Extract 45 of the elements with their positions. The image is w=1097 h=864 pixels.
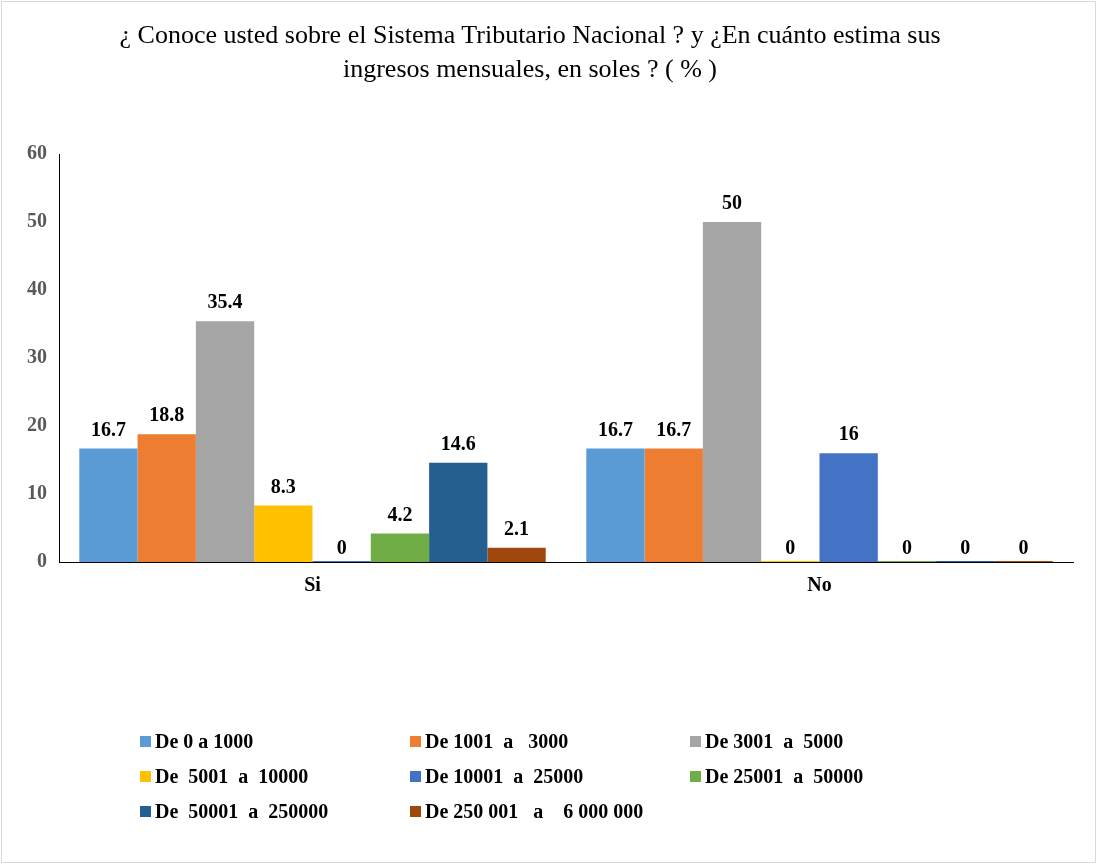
data-label: 8.3 — [270, 474, 296, 497]
bar — [79, 448, 138, 562]
bar — [586, 448, 645, 562]
data-label: 35.4 — [207, 290, 243, 313]
data-label: 2.1 — [504, 516, 530, 539]
data-label: 0 — [960, 536, 971, 559]
y-tick-label: 30 — [27, 345, 47, 368]
y-tick-label: 20 — [27, 413, 47, 436]
legend-label: De 10001 a 25000 — [424, 765, 585, 788]
x-tick-label: Si — [304, 573, 322, 596]
data-label: 0 — [785, 536, 796, 559]
y-tick-label: 10 — [27, 481, 47, 504]
bar — [195, 321, 255, 562]
legend-label: De 50001 a 250000 — [154, 800, 330, 823]
data-label: 0 — [1018, 536, 1029, 559]
y-tick-label: 0 — [37, 549, 47, 572]
bar — [370, 533, 430, 562]
y-tick-label: 60 — [27, 141, 47, 164]
legend-label: De 0 a 1000 — [154, 730, 255, 753]
data-label: 16.7 — [656, 417, 692, 440]
data-label: 16.7 — [90, 417, 126, 440]
bar — [819, 453, 878, 562]
data-label: 16 — [838, 422, 859, 445]
bar — [702, 222, 762, 562]
legend-label: De 250 001 a 6 000 000 — [424, 800, 645, 823]
legend-label: De 25001 a 50000 — [704, 765, 865, 788]
data-label: 14.6 — [440, 431, 476, 454]
chart-title: ¿ Conoce usted sobre el Sistema Tributario Nacional ? y ¿En cuánto estima sus ingresos mensuales, en soles ? ( % ) — [118, 19, 942, 85]
x-tick-label: No — [807, 573, 832, 596]
legend-label: De 3001 a 5000 — [704, 730, 845, 753]
bar — [254, 505, 313, 562]
bar — [429, 462, 488, 562]
data-label: 0 — [336, 536, 347, 559]
data-label: 50 — [722, 191, 743, 214]
data-label: 4.2 — [387, 502, 413, 525]
legend-label: De 5001 a 10000 — [154, 765, 310, 788]
bar — [487, 547, 546, 562]
data-label: 0 — [901, 536, 912, 559]
data-label: 16.7 — [597, 417, 633, 440]
y-tick-label: 50 — [27, 209, 47, 232]
bar — [137, 434, 196, 562]
y-tick-label: 40 — [27, 277, 47, 300]
bar — [644, 448, 703, 562]
data-label: 18.8 — [149, 403, 185, 426]
legend-label: De 1001 a 3000 — [424, 730, 570, 753]
